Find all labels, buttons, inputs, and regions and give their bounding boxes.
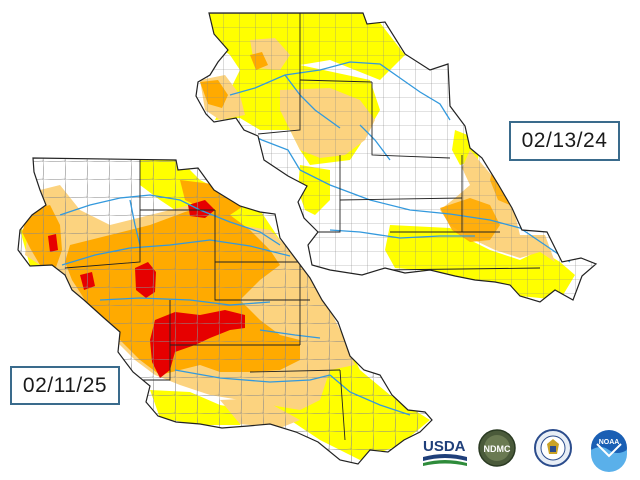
state-lines-2025 [64,160,346,441]
ndmc-logo-text: NDMC [484,444,511,454]
usda-logo: USDA [423,438,467,466]
date-label-2025: 02/11/25 [10,366,120,405]
basin-outline-2024 [195,12,598,303]
noaa-logo: NOAA [591,430,627,472]
date-label-2024: 02/13/24 [509,121,620,161]
rivers-2025 [59,194,411,416]
state-lines-2024 [257,13,541,271]
rivers-2024 [229,61,571,263]
basin-outline-2025 [17,157,433,465]
ndmc-logo: NDMC [478,429,516,467]
usda-logo-text: USDA [423,438,466,455]
commerce-seal [534,429,572,467]
noaa-logo-text: NOAA [599,439,620,446]
